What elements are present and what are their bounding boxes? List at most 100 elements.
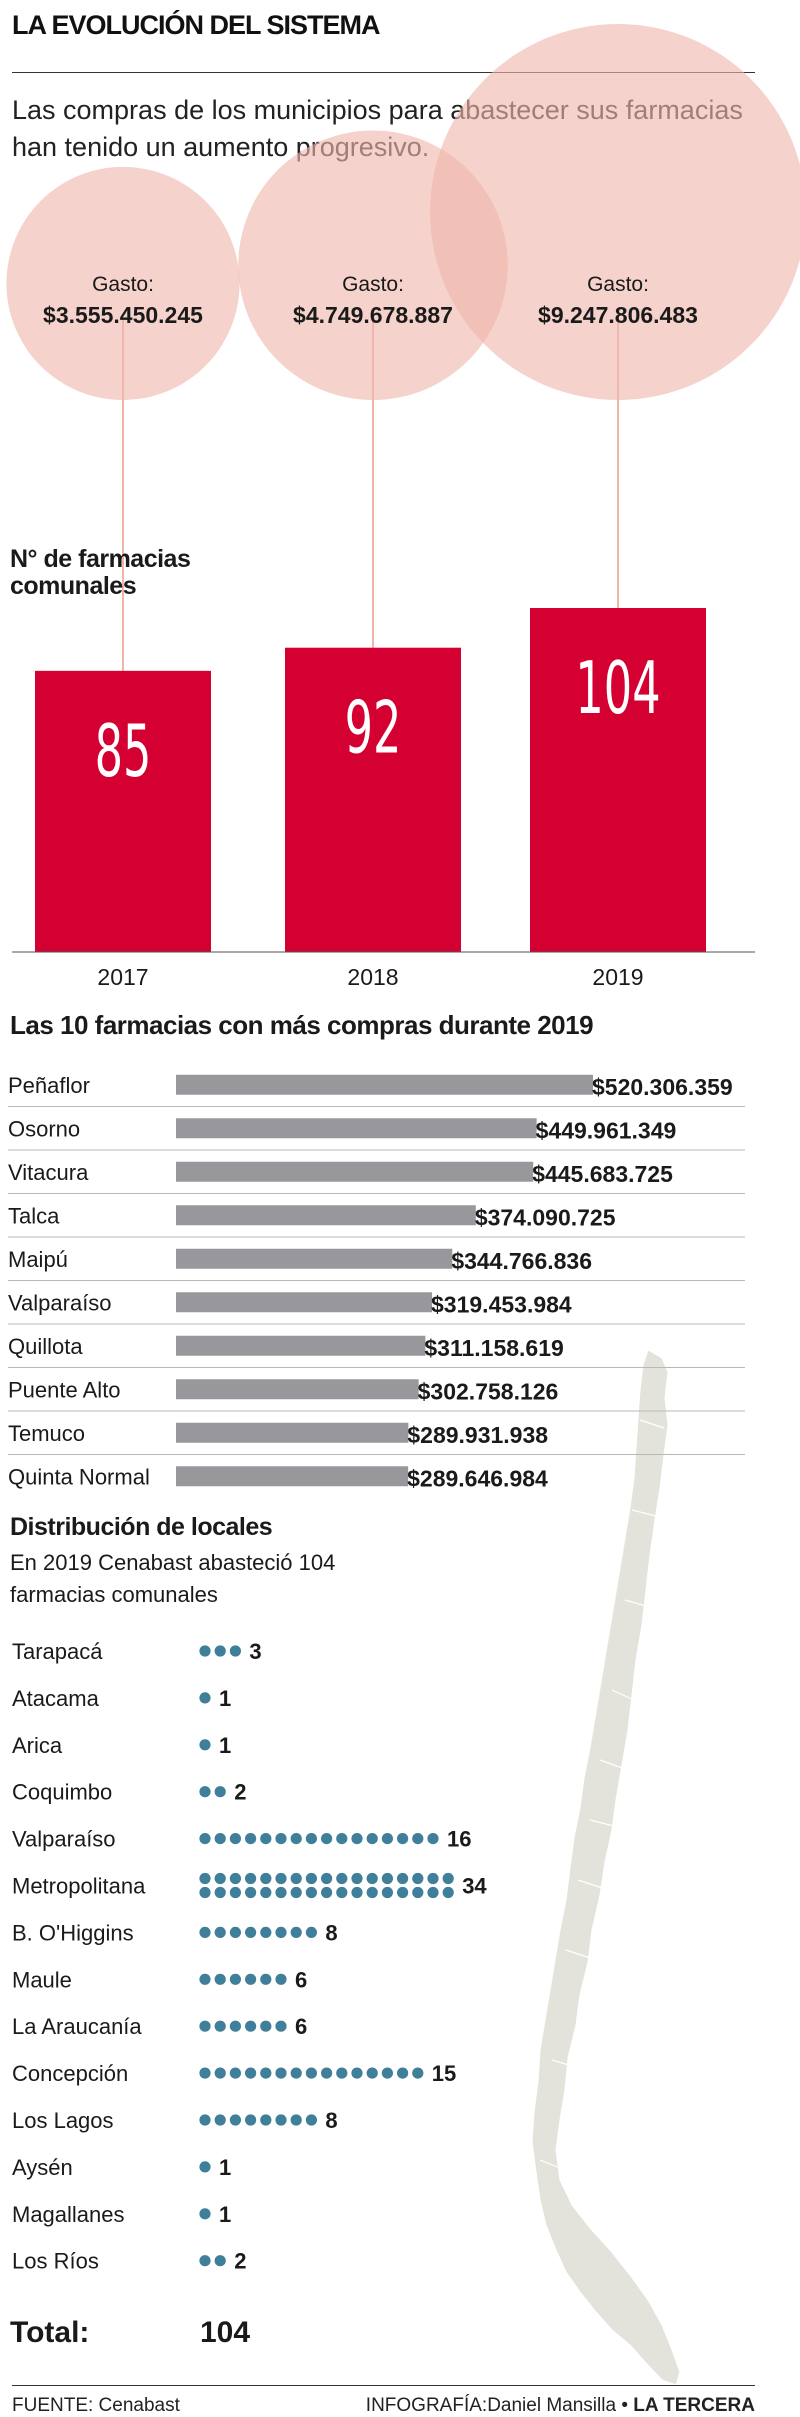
dot-10-2	[229, 2114, 241, 2126]
dot-7-1	[214, 1973, 226, 1985]
dot-9-2	[229, 2067, 241, 2079]
region-count-12: 1	[219, 2202, 231, 2227]
top10-value-9: $289.646.984	[407, 1465, 548, 1491]
region-label-12: Magallanes	[12, 2202, 125, 2227]
credit-separator: •	[621, 2395, 628, 2416]
dot-6-5	[275, 1926, 287, 1938]
dot-6-2	[229, 1926, 241, 1938]
source-note: FUENTE: Cenabast	[12, 2395, 180, 2416]
dot-6-4	[260, 1926, 272, 1938]
top10-bar-2	[176, 1161, 534, 1182]
region-label-0: Tarapacá	[12, 1639, 103, 1664]
brand-name: LA TERCERA	[633, 2395, 755, 2416]
dot-5-29	[381, 1886, 393, 1899]
dot-5-4	[260, 1872, 272, 1885]
dot-5-28	[366, 1886, 378, 1899]
dot-5-21	[260, 1886, 272, 1899]
chile-map	[531, 1349, 681, 2386]
top10-value-1: $449.961.349	[536, 1117, 677, 1143]
farmacias-value-2019: 104	[575, 647, 660, 731]
dot-5-33	[442, 1886, 454, 1899]
dot-5-9	[336, 1872, 348, 1885]
dot-4-9	[336, 1833, 348, 1845]
region-count-7: 6	[295, 1967, 307, 1992]
region-label-11: Aysén	[12, 2155, 73, 2180]
dot-4-2	[229, 1833, 241, 1845]
dot-3-0	[199, 1786, 211, 1798]
region-count-11: 1	[219, 2155, 231, 2180]
dot-9-6	[290, 2067, 302, 2079]
spending-circle-2019	[430, 24, 800, 400]
dot-6-1	[214, 1926, 226, 1938]
region-count-2: 1	[219, 1733, 231, 1758]
dot-9-13	[397, 2067, 409, 2079]
dot-5-3	[245, 1872, 257, 1885]
top10-bar-4	[176, 1248, 453, 1269]
region-count-8: 6	[295, 2014, 307, 2039]
spending-label-2017: Gasto:	[92, 273, 154, 296]
region-label-4: Valparaíso	[12, 1827, 116, 1852]
farmacias-bars: 85 92 104	[35, 608, 706, 952]
dot-9-4	[260, 2067, 272, 2079]
dot-7-3	[245, 1973, 257, 1985]
dot-5-20	[245, 1886, 257, 1899]
distribution-dots: Tarapacá 3 Atacama 1 Arica 1 Coquimbo 2 Valparaí…	[12, 1639, 487, 2274]
dot-5-14	[412, 1872, 424, 1885]
dot-5-15	[427, 1872, 439, 1885]
top10-bar-5	[176, 1292, 433, 1313]
dot-4-15	[427, 1833, 439, 1845]
top10-label-1: Osorno	[8, 1116, 80, 1141]
spending-amount-2019: $9.247.806.483	[538, 302, 698, 328]
dot-9-8	[321, 2067, 333, 2079]
top10-label-0: Peñaflor	[8, 1073, 90, 1098]
dot-12-0	[199, 2208, 211, 2220]
dot-5-19	[229, 1886, 241, 1899]
region-label-6: B. O'Higgins	[12, 1920, 134, 1945]
region-label-10: Los Lagos	[12, 2108, 114, 2133]
top10-bar-9	[176, 1466, 409, 1487]
dot-9-9	[336, 2067, 348, 2079]
dot-5-32	[427, 1886, 439, 1899]
dot-4-14	[412, 1833, 424, 1845]
top10-bar-1	[176, 1118, 537, 1139]
dot-8-1	[214, 2020, 226, 2032]
dot-5-8	[321, 1872, 333, 1885]
dot-5-2	[229, 1872, 241, 1885]
region-count-0: 3	[249, 1639, 261, 1664]
top10-bar-7	[176, 1379, 419, 1400]
dot-4-3	[245, 1833, 257, 1845]
spending-label-2019: Gasto:	[587, 273, 649, 296]
dot-5-10	[351, 1872, 363, 1885]
dot-4-12	[381, 1833, 393, 1845]
dot-6-7	[305, 1926, 317, 1938]
dot-5-22	[275, 1886, 287, 1899]
dot-5-1	[214, 1872, 226, 1885]
dot-9-11	[366, 2067, 378, 2079]
dot-3-1	[214, 1786, 226, 1798]
dot-4-4	[260, 1833, 272, 1845]
dot-5-31	[412, 1886, 424, 1899]
dot-5-26	[336, 1886, 348, 1899]
dot-0-1	[214, 1645, 226, 1657]
top10-bars: Peñaflor $520.306.359 Osorno $449.961.349 Vi…	[8, 1073, 745, 1491]
top10-bar-0	[176, 1074, 593, 1095]
dot-6-3	[245, 1926, 257, 1938]
dot-5-12	[381, 1872, 393, 1885]
dot-9-10	[351, 2067, 363, 2079]
dot-5-27	[351, 1886, 363, 1899]
region-label-9: Concepción	[12, 2061, 128, 2086]
region-label-8: La Araucanía	[12, 2014, 142, 2039]
dot-7-4	[260, 1973, 272, 1985]
total-value: 104	[200, 2316, 250, 2349]
top10-value-0: $520.306.359	[592, 1074, 733, 1100]
page-title: LA EVOLUCIÓN DEL SISTEMA	[12, 10, 381, 40]
top10-value-6: $311.158.619	[424, 1335, 563, 1361]
dot-5-7	[305, 1872, 317, 1885]
dot-10-6	[290, 2114, 302, 2126]
region-count-5: 34	[462, 1874, 487, 1899]
spending-amount-2017: $3.555.450.245	[43, 302, 203, 328]
dot-7-5	[275, 1973, 287, 1985]
region-label-5: Metropolitana	[12, 1874, 146, 1899]
farmacias-bar-2019	[530, 608, 706, 952]
credit-text: INFOGRAFÍA:Daniel Mansilla	[365, 2395, 617, 2416]
